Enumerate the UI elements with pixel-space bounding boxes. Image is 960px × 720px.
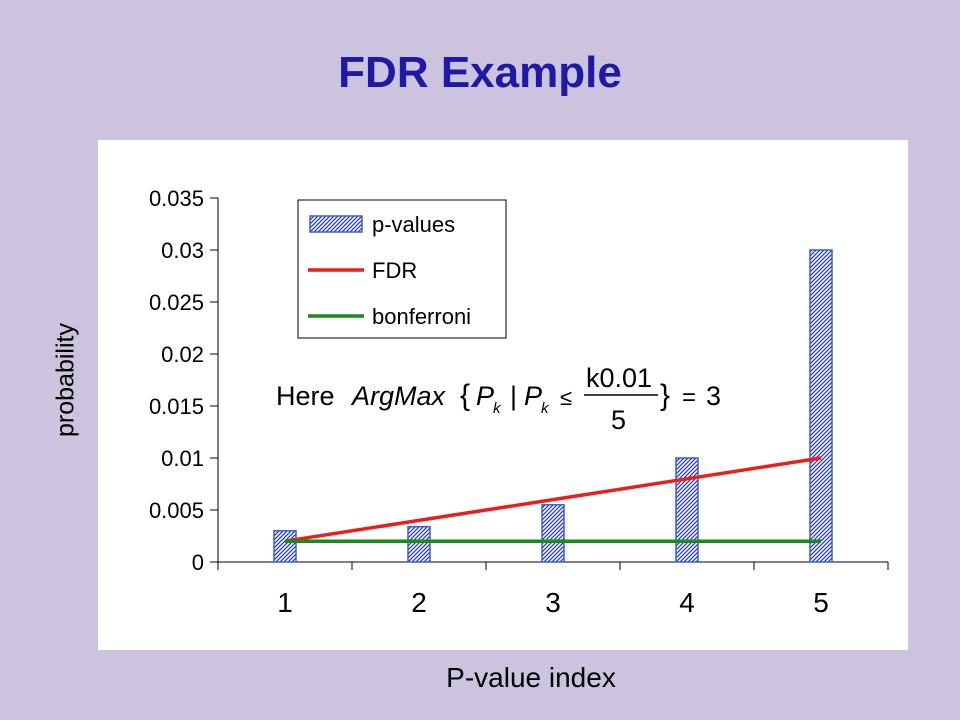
x-tick-label: 4 xyxy=(679,587,695,618)
y-tick-label: 0.025 xyxy=(149,290,204,315)
bar-pvalue xyxy=(809,249,833,563)
formula-close-brace: } xyxy=(660,379,670,412)
x-tick-label: 5 xyxy=(813,587,829,618)
x-tick-label: 2 xyxy=(411,587,427,618)
formula-open-brace: { xyxy=(460,379,470,412)
line-fdr xyxy=(284,456,822,543)
formula-annotation: Here ArgMax{Pk | Pk ≤k0.015} = 3 xyxy=(276,363,721,435)
x-tick-label: 1 xyxy=(277,587,293,618)
legend-label: bonferroni xyxy=(372,304,471,329)
y-tick-label: 0 xyxy=(192,550,204,575)
fdr-chart: 0 0.005 0.01 0.015 0.02 0.025 0.03 0.035 1 2 3 4 5 p… xyxy=(98,140,908,650)
formula-prefix: Here xyxy=(276,381,335,411)
y-tick-label: 0.005 xyxy=(149,498,204,523)
formula-result: 3 xyxy=(706,381,721,411)
x-axis-label: P-value index xyxy=(446,662,616,693)
legend-label: FDR xyxy=(372,258,417,283)
formula-bar: | xyxy=(510,381,517,411)
formula-p: P xyxy=(524,381,542,411)
formula-subscript: k xyxy=(541,400,550,417)
bar-pvalue xyxy=(675,457,699,563)
legend-swatch-bar xyxy=(309,215,363,233)
formula-subscript: k xyxy=(493,400,502,417)
y-axis-label: probability xyxy=(51,323,80,437)
y-tick-label: 0.03 xyxy=(161,238,204,263)
formula-equals: = xyxy=(682,384,696,411)
formula-func: ArgMax xyxy=(350,381,447,411)
legend: p-values FDR bonferroni xyxy=(297,199,507,339)
bar-pvalue xyxy=(407,525,431,563)
formula-leq: ≤ xyxy=(560,385,572,410)
bar-pvalue xyxy=(541,504,565,563)
slide-title: FDR Example xyxy=(338,48,622,97)
formula-denominator: 5 xyxy=(611,405,626,435)
y-tick-label: 0.01 xyxy=(161,446,204,471)
y-tick-label: 0.035 xyxy=(149,186,204,211)
y-tick-label: 0.015 xyxy=(149,394,204,419)
legend-label: p-values xyxy=(372,212,455,237)
bar-pvalue xyxy=(273,530,297,563)
x-tick-label: 3 xyxy=(545,587,561,618)
formula-p: P xyxy=(476,381,494,411)
y-tick-label: 0.02 xyxy=(161,342,204,367)
formula-numerator: k0.01 xyxy=(586,363,652,393)
